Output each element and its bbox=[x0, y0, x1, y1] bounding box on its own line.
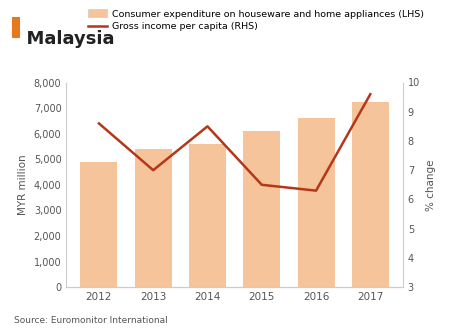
Bar bbox=[243, 131, 280, 287]
Bar bbox=[81, 162, 118, 287]
Text: Malaysia: Malaysia bbox=[14, 30, 115, 48]
Bar bbox=[298, 118, 335, 287]
Legend: Consumer expenditure on houseware and home appliances (LHS), Gross income per ca: Consumer expenditure on houseware and ho… bbox=[88, 10, 424, 31]
Y-axis label: % change: % change bbox=[426, 159, 436, 211]
Bar bbox=[352, 102, 389, 287]
Y-axis label: MYR million: MYR million bbox=[18, 154, 28, 215]
Bar bbox=[135, 149, 172, 287]
Text: Source: Euromonitor International: Source: Euromonitor International bbox=[14, 316, 168, 325]
Bar bbox=[189, 144, 226, 287]
